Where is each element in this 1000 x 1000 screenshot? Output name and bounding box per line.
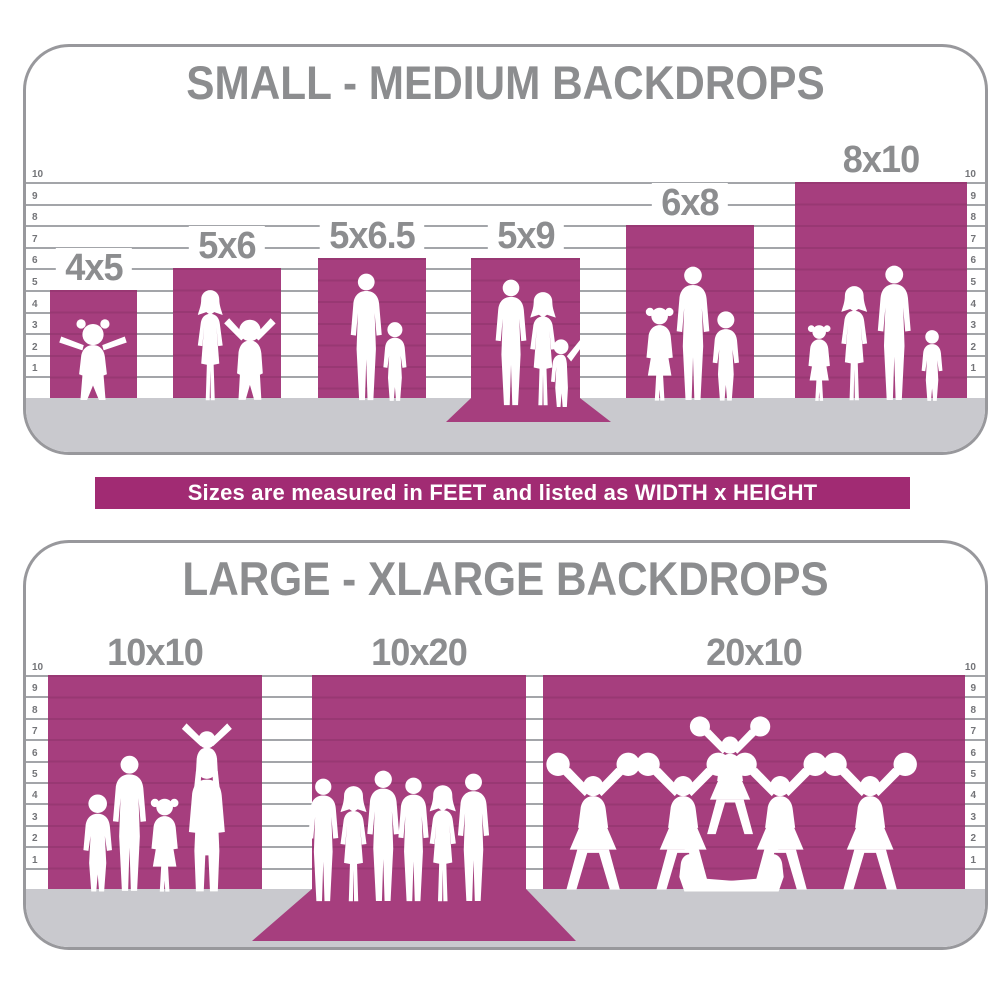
large-xlarge-title: LARGE - XLARGE BACKDROPS: [182, 552, 829, 605]
axis-tick-left: 9: [32, 190, 38, 202]
axis-tick-right: 4: [970, 790, 976, 802]
axis-tick-right: 4: [970, 298, 976, 310]
axis-tick-left: 6: [32, 747, 38, 759]
axis-tick-right: 6: [970, 255, 976, 267]
large-xlarge-panel: LARGE - XLARGE BACKDROPS 10 10 9 9 8 8 7 7 6 6 5 5 4…: [23, 540, 988, 950]
axis-tick-left: 8: [32, 212, 38, 224]
axis-tick-left: 10: [32, 169, 44, 180]
silhouette-cheer: [543, 751, 643, 893]
gridline: [26, 182, 985, 184]
axis-tick-right: 9: [970, 190, 976, 202]
axis-tick-right: 1: [970, 854, 976, 866]
silhouette-cheer: [820, 751, 920, 893]
size-label: 10x20: [361, 632, 477, 675]
axis-tick-right: 9: [970, 683, 976, 695]
silhouette-boy: [693, 310, 759, 402]
axis-tick-right: 3: [970, 811, 976, 823]
axis-tick-right: 1: [970, 363, 976, 375]
axis-tick-right: 3: [970, 320, 976, 332]
axis-tick-left: 4: [32, 298, 38, 310]
axis-tick-left: 7: [32, 233, 38, 245]
size-label: 5x9: [487, 215, 564, 258]
axis-tick-right: 10: [964, 169, 976, 180]
axis-tick-right: 2: [970, 833, 976, 845]
silhouette-child-wave: [532, 333, 595, 407]
axis-tick-right: 7: [970, 233, 976, 245]
axis-tick-left: 7: [32, 726, 38, 738]
axis-tick-left: 2: [32, 833, 38, 845]
backdrop-bar: [48, 675, 262, 889]
silhouette-man: [441, 773, 506, 903]
axis-tick-right: 2: [970, 341, 976, 353]
size-label: 20x10: [696, 632, 812, 675]
silhouette-boy: [366, 321, 424, 402]
floor-sweep: [252, 889, 576, 941]
axis-tick-right: 6: [970, 747, 976, 759]
axis-tick-left: 3: [32, 320, 38, 332]
banner-text: Sizes are measured in FEET and listed as…: [187, 480, 818, 505]
axis-tick-right: 5: [970, 769, 976, 780]
axis-tick-left: 2: [32, 341, 38, 353]
axis-tick-right: 8: [970, 704, 976, 716]
silhouette-toddler-cheer: [207, 309, 293, 402]
silhouette-shoulder-pair: [160, 721, 254, 893]
axis-tick-left: 5: [32, 277, 38, 288]
silhouette-kneel: [709, 835, 796, 893]
axis-tick-left: 10: [32, 662, 44, 673]
gridline: [26, 203, 985, 206]
axis-tick-right: 5: [970, 277, 976, 288]
size-label: 10x10: [97, 632, 213, 675]
axis-tick-left: 5: [32, 769, 38, 780]
axis-tick-left: 6: [32, 255, 38, 267]
silhouette-boy: [906, 329, 958, 402]
axis-tick-left: 1: [32, 363, 38, 375]
size-label: 4x5: [55, 247, 132, 290]
size-label: 6x8: [651, 182, 729, 225]
silhouette-toddler-girl: [50, 316, 136, 402]
size-label: 5x6: [188, 225, 266, 268]
axis-tick-right: 10: [964, 662, 976, 673]
axis-tick-left: 3: [32, 811, 38, 823]
axis-tick-left: 9: [32, 683, 38, 695]
small-medium-panel: SMALL - MEDIUM BACKDROPS 10 10 9 9 8 8 7 7 6 6 5 5 4…: [23, 44, 988, 455]
measurement-note-banner: Sizes are measured in FEET and listed as…: [95, 477, 910, 509]
axis-tick-left: 4: [32, 790, 38, 802]
axis-tick-left: 8: [32, 704, 38, 716]
small-medium-title: SMALL - MEDIUM BACKDROPS: [186, 56, 825, 109]
size-label: 5x6.5: [319, 215, 425, 258]
floor-sweep: [446, 398, 611, 422]
backdrop-bar: [173, 268, 281, 398]
axis-tick-left: 1: [32, 854, 38, 866]
size-label: 8x10: [833, 139, 929, 182]
axis-tick-right: 7: [970, 726, 976, 738]
axis-tick-right: 8: [970, 212, 976, 224]
